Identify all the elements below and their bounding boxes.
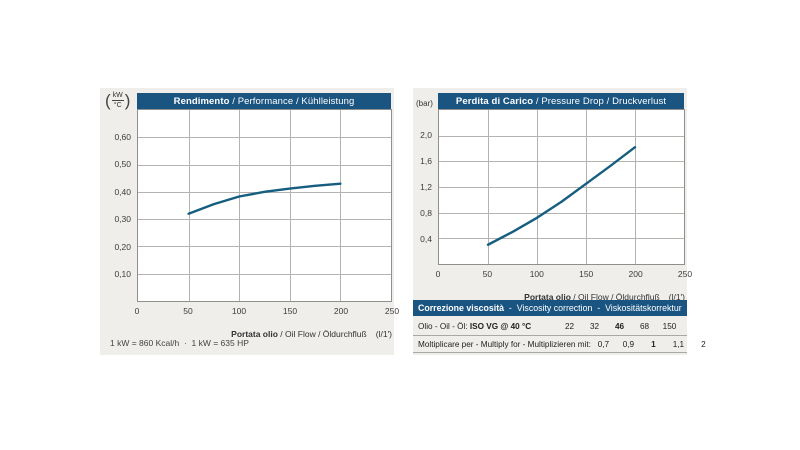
gridline-horizontal	[439, 238, 684, 240]
performance-plot-area	[137, 109, 392, 302]
gridline-horizontal	[439, 187, 684, 188]
y-tick-label: 0,60	[114, 131, 131, 142]
row1-label: Olio - Oil - Öl: ISO VG @ 40 °C	[418, 322, 557, 331]
y-axis-unit-kw-per-c: ( kW °C )	[105, 92, 130, 109]
header-rest: - Viscosity correction - Viskositätskorr…	[504, 303, 682, 313]
x-tick-label: 250	[384, 306, 400, 316]
row1-label-bold: ISO VG @ 40 °C	[469, 321, 532, 331]
pressure-x-axis-label: Portata olio / Oil Flow / Öldurchfluß (l/…	[438, 282, 685, 312]
y-tick-label: 0,20	[114, 241, 131, 252]
y-tick-label: 0,4	[420, 234, 432, 244]
pressure-x-axis-ticks: 0 50 100 150 200 250	[435, 269, 692, 279]
x-tick-label: 100	[231, 306, 247, 316]
table-value-cell: 150	[662, 321, 677, 331]
y-axis-unit-bar: (bar)	[416, 99, 433, 108]
y-tick-label: 0,40	[114, 186, 131, 197]
performance-x-axis-label: Portata olio / Oil Flow / Öldurchfluß (l/…	[137, 319, 392, 349]
performance-y-axis-ticks: 0,10 0,20 0,30 0,40 0,50 0,60	[100, 109, 133, 302]
title-bold: Rendimento	[173, 95, 230, 107]
unit-numerator: kW	[111, 92, 124, 101]
table-value-cell: 1,1	[672, 339, 685, 349]
kw-per-c-fraction: kW °C	[111, 92, 124, 109]
y-tick-label: 2,0	[420, 130, 432, 140]
table-value-cell: 32	[589, 321, 600, 331]
gridline-horizontal	[439, 161, 684, 163]
table-value-cell: 22	[564, 321, 575, 331]
x-tick-label: 200	[628, 269, 643, 279]
data-curve	[138, 110, 391, 301]
viscosity-table-header: Correzione viscosità - Viscosity correct…	[413, 300, 687, 316]
x-label-rest: / Oil Flow / Öldurchfluß	[277, 329, 367, 339]
row1-label-prefix: Olio - Oil - Öl:	[418, 321, 470, 331]
gridline-horizontal	[138, 219, 391, 221]
x-tick-label: 50	[482, 269, 493, 279]
gridline-vertical	[188, 110, 190, 301]
y-tick-label: 1,6	[420, 156, 432, 166]
unit-denominator: °C	[113, 102, 122, 109]
pressure-drop-chart-title: Perdita di Carico / Pressure Drop / Druc…	[438, 93, 684, 109]
y-tick-label: 1,2	[420, 182, 432, 192]
x-label-unit: (l/1')	[668, 292, 685, 302]
x-label-bold: Portata olio	[231, 329, 278, 339]
pressure-drop-panel: (bar) Perdita di Carico / Pressure Drop …	[413, 88, 706, 355]
kw-conversion-footnote: 1 kW = 860 Kcal/h · 1 kW = 635 HP	[110, 338, 249, 348]
gridline-vertical	[340, 110, 342, 301]
gridline-vertical	[289, 110, 291, 301]
x-tick-label: 150	[579, 269, 594, 279]
x-label-bold: Portata olio	[524, 292, 571, 302]
x-tick-label: 250	[677, 269, 693, 279]
viscosity-table-row-oil-grade: Olio - Oil - Öl: ISO VG @ 40 °C 22 32 46 68…	[413, 317, 687, 335]
performance-chart-title: Rendimento / Performance / Kühlleistung	[137, 93, 391, 109]
table-value-cell: 0,9	[622, 339, 635, 349]
paren-open: (	[105, 91, 111, 110]
x-tick-label: 150	[282, 306, 298, 316]
table-value-cell: 68	[639, 321, 650, 331]
title-rest: / Pressure Drop / Druckverlust	[533, 95, 667, 107]
x-tick-label: 0	[435, 269, 441, 279]
x-tick-label: 200	[333, 306, 349, 316]
x-label-unit: (l/1')	[375, 329, 392, 339]
x-label-rest: / Oil Flow / Öldurchfluß	[570, 292, 660, 302]
y-tick-label: 0,50	[114, 159, 131, 170]
gridline-horizontal	[138, 164, 391, 166]
table-value-cell: 2	[701, 339, 706, 349]
gridline-vertical	[239, 110, 241, 301]
gridline-horizontal	[138, 137, 391, 139]
data-curve	[439, 110, 684, 264]
x-tick-label: 100	[529, 269, 544, 279]
gridline-horizontal	[138, 246, 391, 248]
gridline-horizontal	[138, 273, 391, 275]
gridline-horizontal	[439, 135, 684, 137]
pressure-plot-area	[438, 109, 685, 265]
paren-close: )	[124, 91, 131, 110]
y-tick-label: 0,30	[114, 214, 131, 225]
performance-x-axis-ticks: 0 50 100 150 200 250	[134, 306, 399, 316]
performance-chart-panel: ( kW °C ) Rendimento / Performance / Küh…	[100, 88, 399, 355]
y-tick-label: 0,10	[114, 269, 131, 280]
viscosity-table-row-multiplier: Moltiplicare per - Multiply for - Multip…	[413, 335, 706, 353]
table-value-cell: 0,7	[597, 339, 610, 349]
row1-values: 22 32 46 68 150	[557, 322, 682, 331]
title-bold: Perdita di Carico	[455, 95, 534, 107]
table-value-cell: 1	[651, 339, 656, 349]
row2-label: Moltiplicare per - Multiply for - Multip…	[418, 339, 591, 349]
pressure-y-axis-ticks: 0,4 0,8 1,2 1,6 2,0	[413, 109, 434, 265]
x-tick-label: 0	[134, 306, 140, 316]
x-tick-label: 50	[183, 306, 193, 316]
table-value-cell: 46	[614, 321, 625, 331]
y-tick-label: 0,8	[420, 208, 432, 218]
gridline-horizontal	[439, 212, 684, 214]
title-rest: / Performance / Kühlleistung	[229, 95, 355, 107]
row2-values: 0,7 0,9 1 1,1 2	[591, 340, 716, 349]
header-bold: Correzione viscosità	[418, 303, 505, 313]
